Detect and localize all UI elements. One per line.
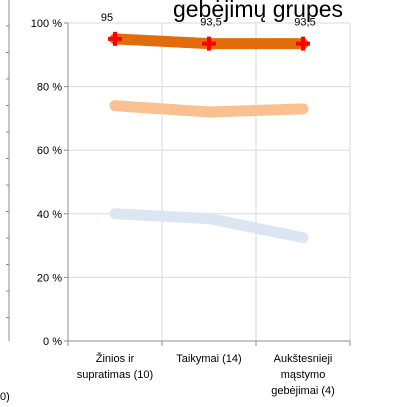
series-line (109, 208, 309, 244)
labels-layer: Žinios ir supratimas (10) Taikymai (14) Auk… (77, 12, 335, 397)
y-tick-label: 40 % (37, 209, 62, 221)
x-category-label: Aukštesnieji mąstymo gebėjimai (4) (271, 353, 335, 397)
y-tick-label: 20 % (37, 272, 62, 284)
chart-title: gebėjimų grupes (173, 0, 343, 22)
y-tick-label: 60 % (37, 145, 62, 157)
partial-left-label: 0) (0, 391, 10, 403)
series-layer (108, 31, 310, 244)
plus-marker (108, 31, 122, 46)
gridlines (68, 22, 351, 342)
data-label: 93,5 (200, 17, 221, 29)
plus-marker (296, 36, 310, 51)
data-label: 93,5 (294, 17, 315, 29)
plus-marker (202, 36, 216, 51)
x-category-label: Taikymai (14) (176, 353, 241, 365)
y-tick-label: 80 % (37, 82, 62, 94)
y-tick-label: 0 % (43, 336, 62, 348)
left-chart-fragment (6, 0, 10, 341)
axes: 0 % 20 % 40 % 60 % 80 % 100 % (31, 18, 351, 348)
data-label: 95 (101, 12, 113, 24)
series-line (109, 100, 309, 118)
y-tick-label: 100 % (31, 18, 62, 30)
x-category-label: Žinios ir supratimas (10) (77, 352, 153, 381)
